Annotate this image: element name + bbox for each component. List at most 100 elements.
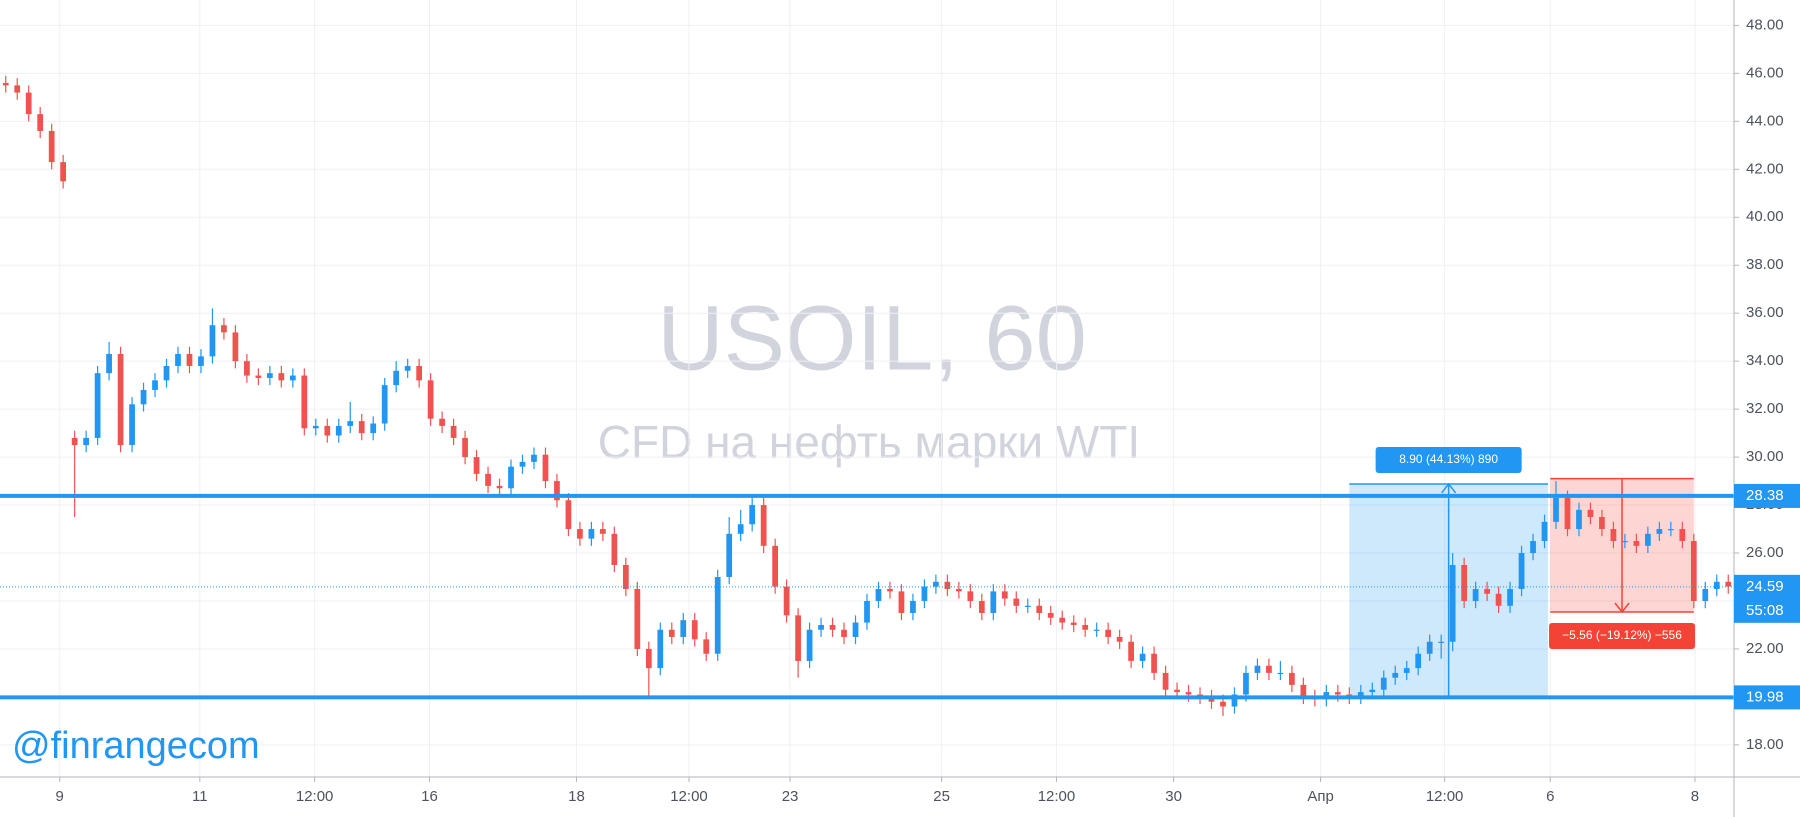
candle-body [1449,565,1456,642]
candle-body [806,629,813,661]
y-tick-label: 34.00 [1746,352,1784,369]
candle-body [1713,581,1720,589]
candle-body [772,545,779,587]
candle-body [1082,624,1089,630]
watermark-symbol: USOIL, 60 [657,287,1087,389]
y-tick-label: 30.00 [1746,448,1784,465]
candle-body [186,353,193,366]
candle-body [1369,689,1376,693]
candle-body [1690,541,1697,601]
candle-body [1679,529,1686,542]
candle-body [554,481,560,501]
candle-body [71,437,78,446]
watermark-description: CFD на нефть марки WTI [598,416,1140,468]
measure-label: 8.90 (44.13%) 890 [1399,452,1498,466]
candle-body [324,425,331,436]
candle-body [508,466,514,489]
candle-body [955,588,962,592]
candle-body [1231,694,1238,707]
candle-body [94,373,101,438]
candle-body [221,325,227,333]
candle-body [404,365,411,371]
candle-body [1047,612,1054,618]
x-tick-label: 30 [1165,788,1182,805]
candles [2,75,1732,717]
measure-arrowhead [1614,602,1630,614]
candle-body [898,591,905,613]
candle-body [48,130,55,163]
candle-body [1116,636,1123,642]
candle-body [1024,605,1031,607]
candle-body [1403,668,1410,673]
candle-body [1530,541,1536,554]
candle-body [1266,665,1272,673]
candle-body [1495,593,1502,606]
candle-body [14,85,21,93]
y-tick-label: 32.00 [1746,400,1784,417]
level-label-box [1734,685,1800,710]
candle-body [990,591,997,613]
candle-body [519,461,526,467]
candle-body [301,375,308,429]
candle-body [1553,497,1559,522]
measure-arrowhead [1441,482,1457,494]
candle-body [829,624,836,630]
candle-body [565,500,572,530]
candle-body [381,385,388,424]
y-tick-label: 18.00 [1746,736,1784,753]
candle-body [910,600,916,613]
candle-body [485,473,491,486]
grid [0,0,1734,777]
candle-body [841,629,847,637]
candle-body [25,92,32,115]
candle-body [106,353,112,374]
countdown-label: 55:08 [1746,602,1784,619]
candle-body [1518,553,1525,589]
candle-body [634,588,641,649]
candle-body [1645,533,1651,546]
measures: 8.90 (44.13%) 890 −5.56 (−19.12%) −556 [1349,446,1696,699]
x-tick-label: 12:00 [670,788,708,805]
candle-body [737,524,744,534]
x-tick-label: 16 [421,788,438,805]
candle-body [1380,677,1387,690]
axes: 18.0020.0022.0024.0026.0028.0030.0032.00… [56,16,1800,805]
candle-body [622,565,629,589]
candle-body [703,639,710,654]
candle-body [2,82,9,86]
candle-body [714,576,721,654]
candle-body [1622,541,1628,543]
candle-body [117,353,124,446]
candle-body [358,421,365,434]
candle-body [1472,588,1479,601]
candle-body [783,586,790,616]
candle-body [60,162,67,182]
candle-body [1541,521,1548,542]
last-price-box [1734,574,1800,623]
candle-body [1289,672,1295,685]
x-tick-label: 8 [1691,788,1699,805]
y-tick-label: 22.00 [1746,640,1784,657]
candle-body [439,418,445,426]
candle-body [1070,622,1077,625]
last-price-label: 24.59 [1746,578,1784,595]
y-tick-label: 26.00 [1746,544,1784,561]
candle-body [175,353,181,366]
candle-body [1610,529,1617,542]
x-tick-label: 12:00 [1426,788,1464,805]
candle-body [1093,629,1100,631]
candle-body [645,648,652,669]
candle-body [163,365,170,381]
candle-body [1725,581,1732,587]
candle-body [1392,672,1399,678]
level-label: 19.98 [1746,688,1784,705]
y-tick-label: 44.00 [1746,112,1784,129]
candle-body [393,370,400,386]
candle-body [1139,653,1146,661]
y-tick-label: 42.00 [1746,160,1784,177]
candle-body [749,505,756,525]
candle-body [1300,684,1307,697]
y-tick-label: 36.00 [1746,304,1784,321]
candle-body [140,389,147,405]
